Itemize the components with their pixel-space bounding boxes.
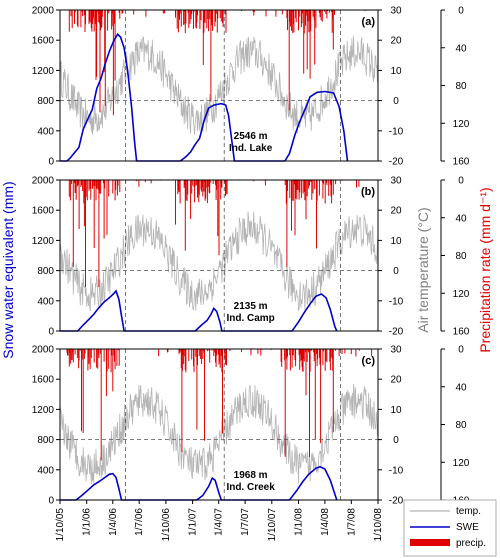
left-tick-label: 1600 bbox=[32, 36, 55, 47]
x-tick-label: 1/1/07 bbox=[188, 508, 199, 536]
precip-tick-label: 40 bbox=[455, 43, 467, 54]
x-tick-label: 1/10/07 bbox=[267, 508, 278, 542]
precipitation-axis-title: Precipitation rate (mm d⁻¹) bbox=[477, 187, 493, 352]
left-tick-label: 1200 bbox=[32, 66, 55, 77]
left-tick-label: 400 bbox=[37, 126, 54, 137]
legend-precip-swatch bbox=[410, 539, 450, 546]
temp-tick-label: 30 bbox=[390, 6, 402, 17]
precip-tick-label: 80 bbox=[455, 420, 467, 431]
x-tick-label: 1/1/06 bbox=[82, 508, 93, 536]
x-tick-label: 1/4/08 bbox=[320, 508, 331, 536]
temperature-line bbox=[59, 383, 379, 485]
temperature-line bbox=[59, 35, 379, 135]
temp-tick-label: 30 bbox=[390, 345, 402, 356]
site-name: Ind. Creek bbox=[226, 482, 275, 493]
left-tick-label: 1600 bbox=[32, 375, 55, 386]
x-tick-label: 1/10/08 bbox=[373, 508, 384, 542]
temp-tick-label: -10 bbox=[389, 465, 404, 476]
panel-frame bbox=[59, 179, 379, 332]
precip-tick-label: 160 bbox=[453, 327, 470, 338]
swe-line bbox=[60, 32, 349, 162]
left-tick-label: 0 bbox=[48, 496, 54, 507]
left-tick-label: 800 bbox=[37, 435, 54, 446]
temp-tick-label: 20 bbox=[390, 206, 402, 217]
left-axis-title: Snow water equivalent (mm) bbox=[0, 181, 16, 358]
temp-tick-label: -20 bbox=[389, 496, 404, 507]
panel-label: (a) bbox=[362, 16, 376, 28]
swe-line bbox=[60, 289, 338, 332]
temp-tick-label: 10 bbox=[390, 66, 402, 77]
panel-2: 0 400 800 1200 1600 2000 -20 -10 0 10 20 30 0 40 80 120… bbox=[32, 176, 470, 338]
site-name: Ind. Lake bbox=[229, 143, 273, 154]
site-elevation: 1968 m bbox=[234, 470, 268, 481]
precip-tick-label: 120 bbox=[453, 119, 470, 130]
legend-temp-label: temp. bbox=[456, 506, 481, 517]
precip-tick-label: 120 bbox=[453, 289, 470, 300]
panel-1: 0 400 800 1200 1600 2000 -20 -10 0 10 20 30 0 40 80 120… bbox=[32, 6, 470, 168]
temp-tick-label: 0 bbox=[393, 435, 399, 446]
left-tick-label: 0 bbox=[48, 327, 54, 338]
temp-tick-label: -20 bbox=[389, 327, 404, 338]
temp-tick-label: 10 bbox=[390, 405, 402, 416]
precip-tick-label: 80 bbox=[455, 81, 467, 92]
left-tick-label: 1200 bbox=[32, 405, 55, 416]
precip-tick-label: 40 bbox=[455, 213, 467, 224]
precip-tick-label: 160 bbox=[453, 157, 470, 168]
left-tick-label: 2000 bbox=[32, 6, 55, 17]
temp-tick-label: -10 bbox=[389, 296, 404, 307]
temp-tick-label: -10 bbox=[389, 126, 404, 137]
precip-tick-label: 0 bbox=[458, 6, 464, 17]
left-tick-label: 400 bbox=[37, 296, 54, 307]
temp-tick-label: 20 bbox=[390, 375, 402, 386]
site-elevation: 2546 m bbox=[234, 131, 268, 142]
left-tick-label: 0 bbox=[48, 157, 54, 168]
x-tick-label: 1/4/06 bbox=[108, 508, 119, 536]
legend-swe-label: SWE bbox=[456, 522, 479, 533]
precip-tick-label: 40 bbox=[455, 382, 467, 393]
precip-tick-label: 80 bbox=[455, 251, 467, 262]
legend-precip-label: precip. bbox=[456, 538, 486, 549]
panel-frame bbox=[59, 9, 379, 162]
x-tick-label: 1/10/06 bbox=[161, 508, 172, 542]
left-tick-label: 2000 bbox=[32, 176, 55, 187]
temperature-line bbox=[59, 211, 378, 312]
x-tick-label: 1/7/08 bbox=[346, 508, 357, 536]
site-elevation: 2135 m bbox=[234, 301, 268, 312]
temp-tick-label: 0 bbox=[393, 96, 399, 107]
temp-tick-label: 20 bbox=[390, 36, 402, 47]
left-tick-label: 2000 bbox=[32, 345, 55, 356]
temp-tick-label: -20 bbox=[389, 157, 404, 168]
temperature-axis-title: Air temperature (°C) bbox=[415, 207, 431, 332]
x-tick-label: 1/4/07 bbox=[214, 508, 225, 536]
panel-3: 0 400 800 1200 1600 2000 -20 -10 0 10 20 30 0 40 80 120… bbox=[32, 345, 470, 507]
left-tick-label: 1200 bbox=[32, 236, 55, 247]
temp-tick-label: 0 bbox=[393, 266, 399, 277]
panel-label: (c) bbox=[362, 355, 376, 367]
left-tick-label: 800 bbox=[37, 266, 54, 277]
left-tick-label: 800 bbox=[37, 96, 54, 107]
x-tick-label: 1/7/07 bbox=[240, 508, 251, 536]
legend: temp. SWE precip. bbox=[403, 499, 497, 557]
left-tick-label: 1600 bbox=[32, 206, 55, 217]
x-tick-label: 1/1/08 bbox=[294, 508, 305, 536]
legend-box bbox=[403, 499, 497, 557]
precip-tick-label: 0 bbox=[458, 345, 464, 356]
x-axis-ticks: 1/10/05 1/1/06 1/4/06 1/7/06 1/10/06 1/1/07 1/… bbox=[55, 500, 384, 541]
temp-tick-label: 30 bbox=[390, 176, 402, 187]
precip-tick-label: 0 bbox=[458, 176, 464, 187]
temp-tick-label: 10 bbox=[390, 236, 402, 247]
precip-tick-label: 120 bbox=[453, 458, 470, 469]
left-tick-label: 400 bbox=[37, 465, 54, 476]
panel-label: (b) bbox=[361, 186, 375, 198]
x-tick-label: 1/10/05 bbox=[55, 508, 66, 542]
site-name: Ind. Camp bbox=[226, 313, 274, 324]
x-tick-label: 1/7/06 bbox=[134, 508, 145, 536]
swe-line bbox=[60, 465, 338, 501]
